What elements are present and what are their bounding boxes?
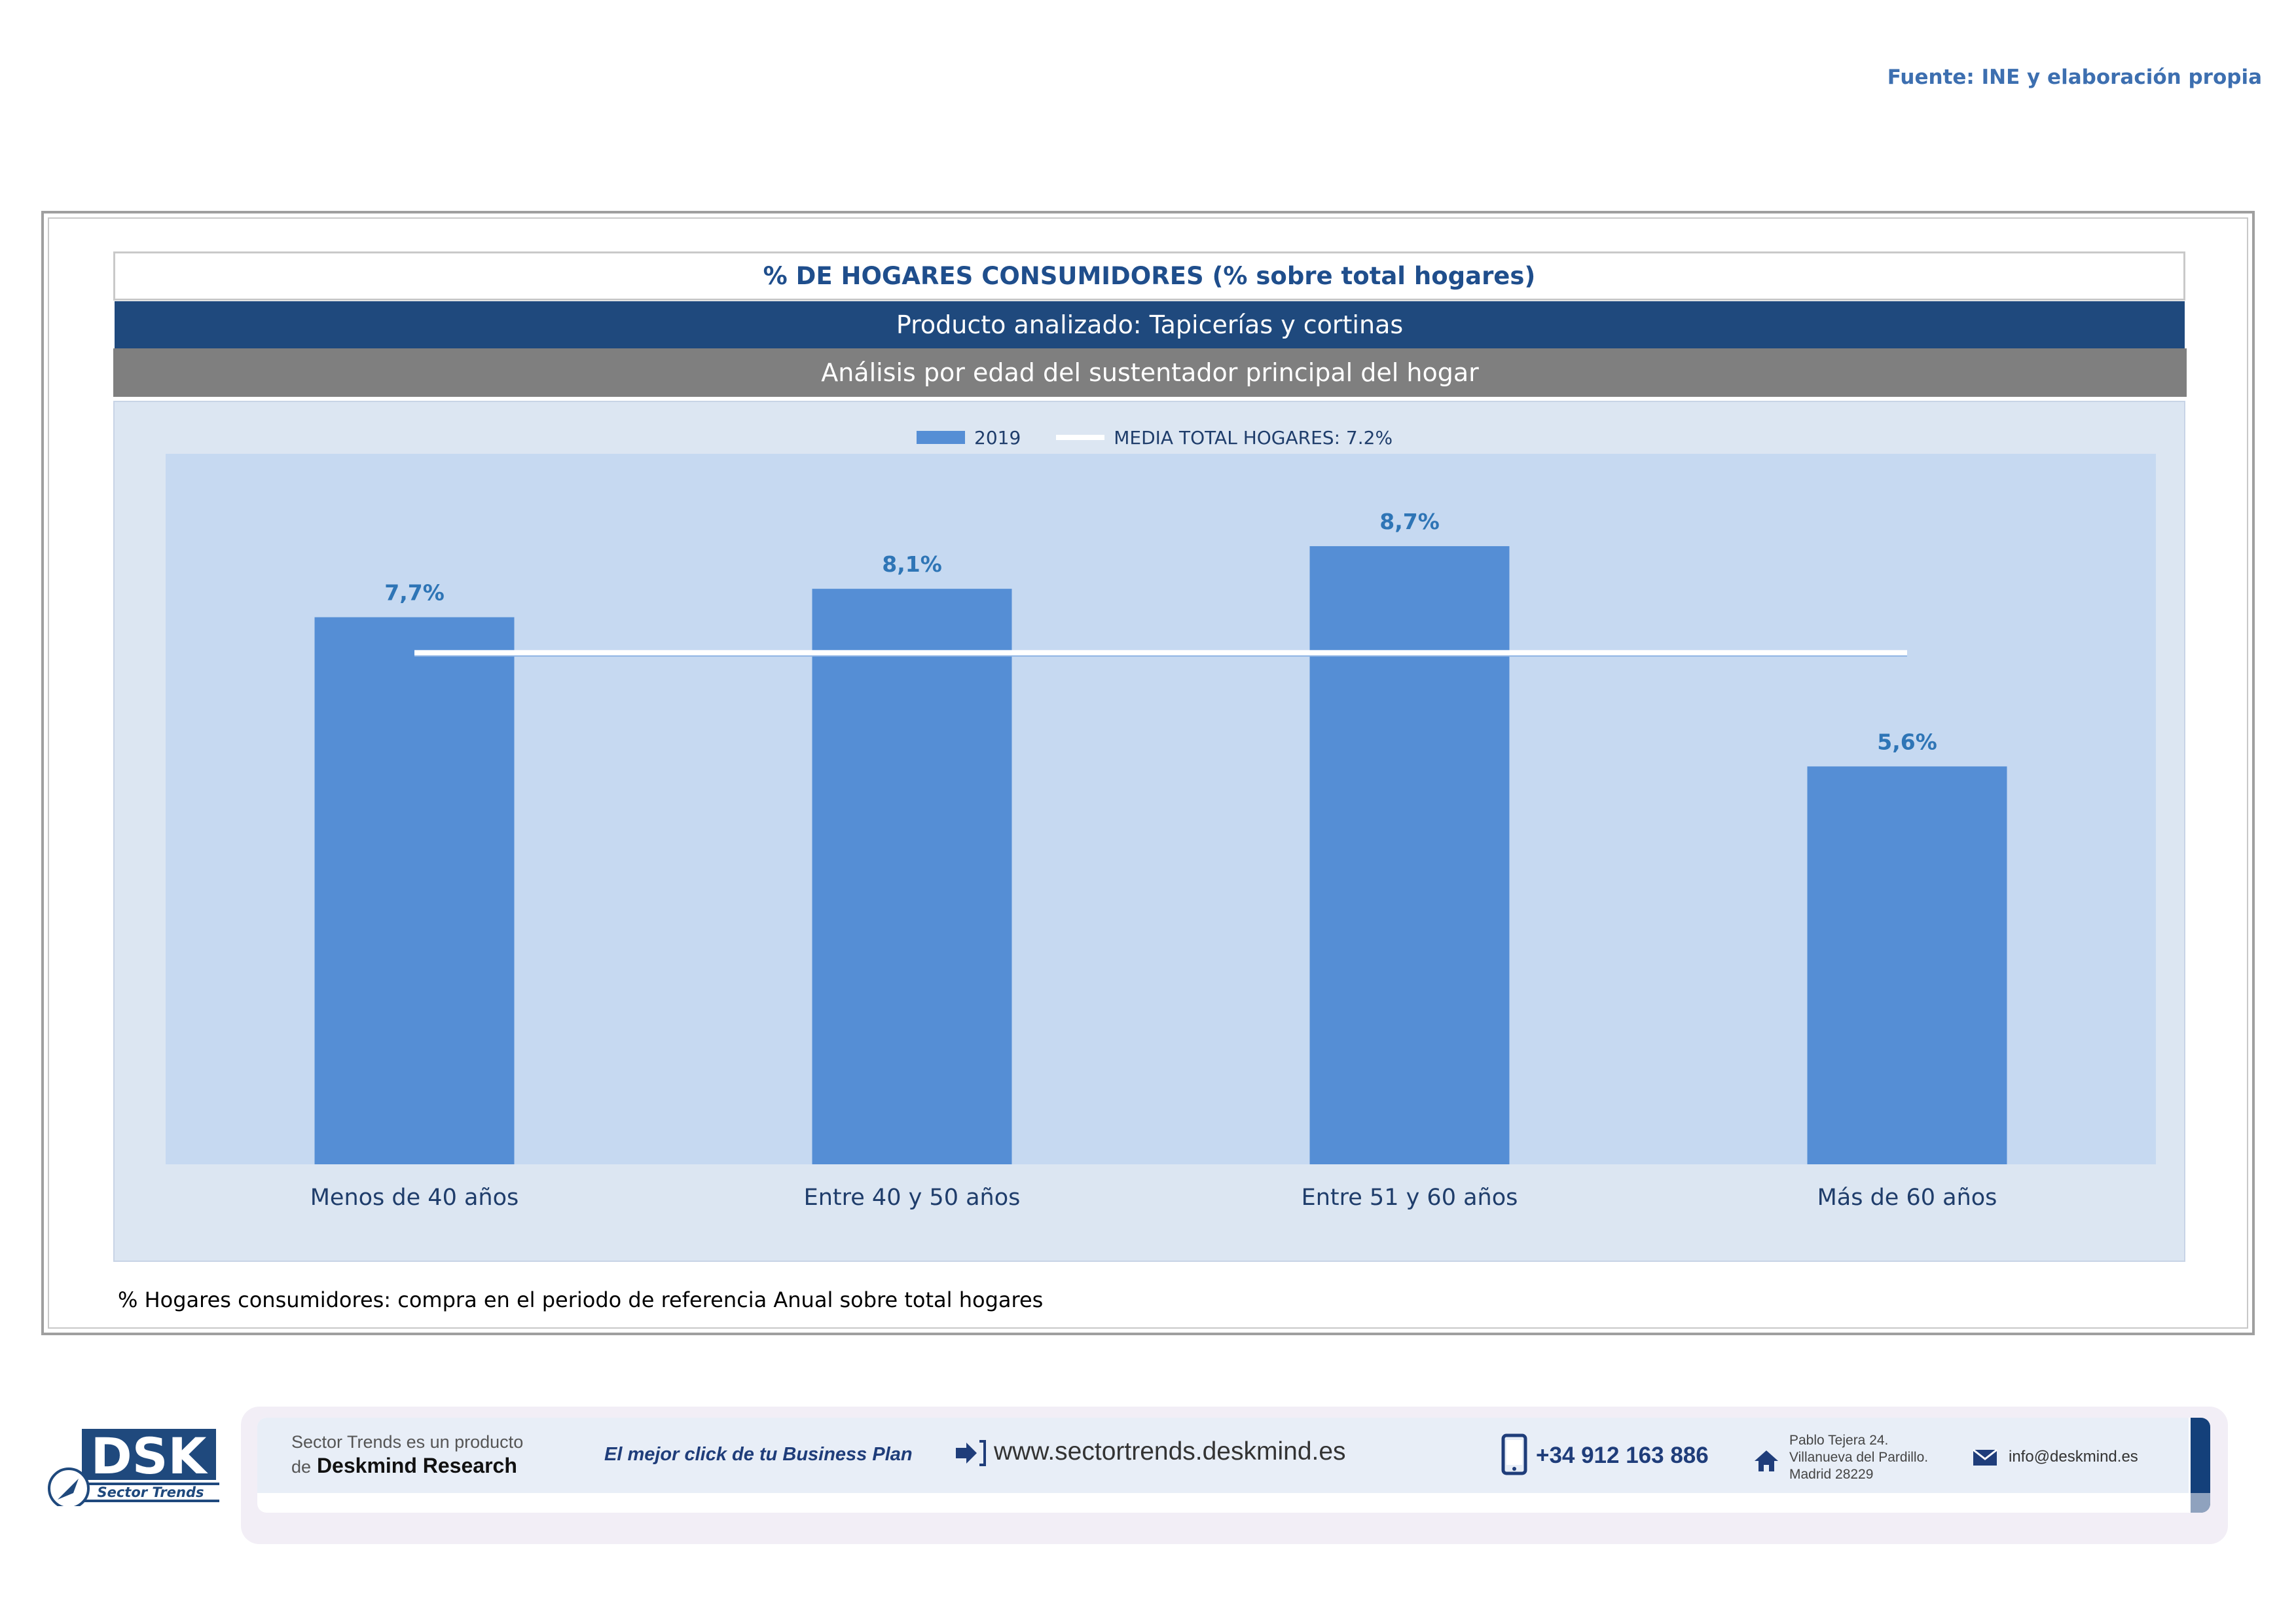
analysis-band: Análisis por edad del sustentador princi… [113,348,2187,397]
footer-address-line2: Villanueva del Pardillo. [1789,1450,1929,1465]
legend-series-label: 2019 [974,426,1021,449]
home-icon [1753,1449,1779,1476]
bar-0 [314,617,515,1164]
mail-icon [1973,1449,1997,1469]
chart-legend: 2019 MEDIA TOTAL HOGARES: 7.2% [917,424,1440,451]
legend-average-label: MEDIA TOTAL HOGARES: 7.2% [1114,426,1393,449]
data-label-2: 8,7% [1379,509,1440,534]
chart-title: % DE HOGARES CONSUMIDORES (% sobre total… [113,251,2185,301]
bar-2 [1309,546,1510,1164]
data-label-1: 8,1% [882,551,942,577]
dsk-logo: DSK Sector Trends [46,1427,223,1509]
chart-frame-outer [41,211,2255,1335]
category-label-1: Entre 40 y 50 años [804,1185,1021,1211]
category-label-3: Más de 60 años [1817,1185,1997,1211]
legend-bar-swatch [917,431,965,444]
footer-email[interactable]: info@deskmind.es [2009,1448,2138,1466]
bar-3 [1807,766,2007,1164]
footer-slogan: El mejor click de tu Business Plan [604,1444,913,1465]
footer-brand: Deskmind Research [316,1454,517,1477]
source-note: Fuente: INE y elaboración propia [1887,65,2262,89]
footer-website-link[interactable]: www.sectortrends.deskmind.es [994,1437,1346,1466]
footer-phone[interactable]: +34 912 163 886 [1536,1443,1709,1468]
arrow-icon [955,1439,986,1471]
legend-average-swatch [1056,435,1105,440]
chart-frame-inner [48,217,2248,1329]
footer-address-line1: Pablo Tejera 24. [1789,1433,1889,1448]
logo-text: DSK [91,1428,209,1485]
category-label-0: Menos de 40 años [310,1185,519,1211]
product-band: Producto analizado: Tapicerías y cortina… [115,301,2185,348]
footnote: % Hogares consumidores: compra en el per… [118,1287,1044,1312]
category-label-2: Entre 51 y 60 años [1302,1185,1518,1211]
logo-subtitle: Sector Trends [97,1485,204,1500]
footer-product-line2: de Deskmind Research [291,1454,517,1478]
footer-address: Pablo Tejera 24. Villanueva del Pardillo… [1789,1432,1928,1483]
data-label-3: 5,6% [1877,729,1937,754]
bar-1 [812,589,1012,1164]
footer-product-line1: Sector Trends es un producto [291,1432,524,1452]
footer-address-line3: Madrid 28229 [1789,1467,1874,1482]
footer-product-prefix: de [291,1457,312,1477]
footer-banner: Sector Trends es un producto de Deskmind… [257,1418,2210,1513]
data-label-0: 7,7% [384,580,445,606]
phone-icon [1501,1433,1527,1479]
